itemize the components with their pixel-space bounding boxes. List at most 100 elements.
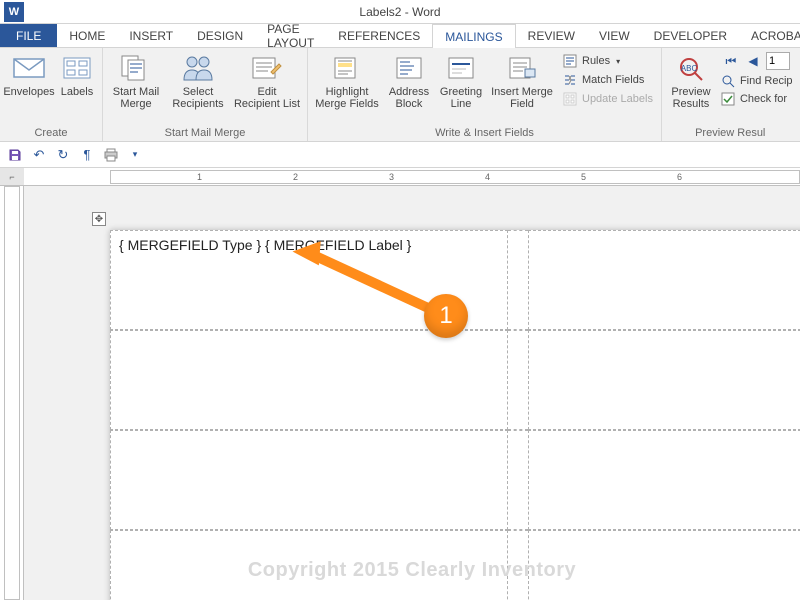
ruler-tick: 4 xyxy=(485,172,490,182)
label-cell[interactable] xyxy=(528,430,800,530)
update-labels-button[interactable]: Update Labels xyxy=(560,90,655,108)
preview-label: Preview Results xyxy=(671,86,710,110)
ribbon-group-start: Start Mail Merge Select Recipients Edit … xyxy=(103,48,308,141)
highlight-merge-fields-button[interactable]: Highlight Merge Fields xyxy=(312,50,382,112)
label-gap xyxy=(508,230,528,330)
find-recipient-button[interactable]: Find Recip xyxy=(718,72,795,90)
window-title: Labels2 - Word xyxy=(359,5,440,19)
ribbon-group-write: Highlight Merge Fields Address Block Gre… xyxy=(308,48,662,141)
label-cell[interactable] xyxy=(110,330,508,430)
workspace: ⌐ 1 2 3 4 5 6 ✥ { MERGEFIELD Type } { ME… xyxy=(0,168,800,600)
quick-access-toolbar: ↶ ↻ ¶ ▾ xyxy=(0,142,800,168)
tab-home[interactable]: HOME xyxy=(57,24,117,47)
find-icon xyxy=(720,73,736,89)
label-gap xyxy=(508,430,528,530)
first-record-button[interactable]: ⏮ xyxy=(722,52,740,70)
greeting-icon xyxy=(445,52,477,84)
labels-label: Labels xyxy=(61,86,93,98)
preview-results-button[interactable]: ABC Preview Results xyxy=(666,50,716,112)
tab-view[interactable]: VIEW xyxy=(587,24,642,47)
start-mail-merge-button[interactable]: Start Mail Merge xyxy=(107,50,165,112)
document-area: 1 2 3 4 5 6 ✥ { MERGEFIELD Type } { MERG… xyxy=(24,168,800,600)
preview-icon: ABC xyxy=(675,52,707,84)
insert-field-icon xyxy=(506,52,538,84)
paragraph-marks-button[interactable]: ¶ xyxy=(78,146,96,164)
rules-button[interactable]: Rules▾ xyxy=(560,52,655,70)
label-cell[interactable] xyxy=(110,430,508,530)
rules-icon xyxy=(562,53,578,69)
tab-acrobat[interactable]: ACROBAT xyxy=(739,24,800,47)
label-table: { MERGEFIELD Type } { MERGEFIELD Label } xyxy=(110,230,800,600)
label-cell[interactable] xyxy=(528,230,800,330)
address-block-icon xyxy=(393,52,425,84)
labels-button[interactable]: Labels xyxy=(56,50,98,100)
address-block-button[interactable]: Address Block xyxy=(384,50,434,112)
envelopes-button[interactable]: Envelopes xyxy=(4,50,54,100)
edit-list-icon xyxy=(251,52,283,84)
tab-mailings[interactable]: MAILINGS xyxy=(432,24,515,48)
mergefield-text: { MERGEFIELD Type } { MERGEFIELD Label } xyxy=(119,237,411,253)
svg-text:ABC: ABC xyxy=(681,64,698,73)
recipients-icon xyxy=(182,52,214,84)
insert-merge-field-button[interactable]: Insert Merge Field xyxy=(488,50,556,112)
ruler-tick: 3 xyxy=(389,172,394,182)
tab-insert[interactable]: INSERT xyxy=(117,24,185,47)
edit-recipient-list-button[interactable]: Edit Recipient List xyxy=(231,50,303,112)
greeting-line-button[interactable]: Greeting Line xyxy=(436,50,486,112)
tab-references[interactable]: REFERENCES xyxy=(326,24,432,47)
update-label: Update Labels xyxy=(582,93,653,105)
word-icon: W xyxy=(4,2,24,22)
group-label-create: Create xyxy=(4,125,98,141)
save-button[interactable] xyxy=(6,146,24,164)
tab-page-layout[interactable]: PAGE LAYOUT xyxy=(255,24,326,47)
group-label-start: Start Mail Merge xyxy=(107,125,303,141)
record-nav: ⏮ ◀ xyxy=(718,50,795,72)
title-bar: W Labels2 - Word xyxy=(0,0,800,24)
page[interactable]: ✥ { MERGEFIELD Type } { MERGEFIELD Label… xyxy=(110,230,800,600)
prev-record-button[interactable]: ◀ xyxy=(744,52,762,70)
insert-field-label: Insert Merge Field xyxy=(491,86,553,110)
tab-developer[interactable]: DEVELOPER xyxy=(642,24,739,47)
watermark: Copyright 2015 Clearly Inventory xyxy=(248,559,576,582)
label-gap xyxy=(508,330,528,430)
qat-customize-button[interactable]: ▾ xyxy=(126,146,144,164)
check-errors-button[interactable]: Check for xyxy=(718,90,795,108)
ribbon: Envelopes Labels Create Start Mail Merge xyxy=(0,48,800,142)
label-cell[interactable]: { MERGEFIELD Type } { MERGEFIELD Label } xyxy=(110,230,508,330)
undo-button[interactable]: ↶ xyxy=(30,146,48,164)
select-recipients-button[interactable]: Select Recipients xyxy=(167,50,229,112)
record-number-input[interactable] xyxy=(766,52,790,70)
ruler-corner: ⌐ xyxy=(0,168,24,186)
group-label-write: Write & Insert Fields xyxy=(312,125,657,141)
greeting-label: Greeting Line xyxy=(440,86,482,110)
find-label: Find Recip xyxy=(740,75,793,87)
group-label-preview: Preview Resul xyxy=(666,125,795,141)
label-cell[interactable] xyxy=(528,330,800,430)
ribbon-group-create: Envelopes Labels Create xyxy=(0,48,103,141)
highlight-label: Highlight Merge Fields xyxy=(315,86,379,110)
highlight-icon xyxy=(331,52,363,84)
match-icon xyxy=(562,72,578,88)
tab-design[interactable]: DESIGN xyxy=(185,24,255,47)
redo-button[interactable]: ↻ xyxy=(54,146,72,164)
match-label: Match Fields xyxy=(582,74,644,86)
tab-review[interactable]: REVIEW xyxy=(516,24,587,47)
envelope-icon xyxy=(13,52,45,84)
horizontal-ruler: 1 2 3 4 5 6 xyxy=(24,168,800,186)
edit-recipient-label: Edit Recipient List xyxy=(234,86,300,110)
ribbon-tabs: FILE HOME INSERT DESIGN PAGE LAYOUT REFE… xyxy=(0,24,800,48)
check-icon xyxy=(720,91,736,107)
ruler-tick: 2 xyxy=(293,172,298,182)
quick-print-button[interactable] xyxy=(102,146,120,164)
check-label: Check for xyxy=(740,93,787,105)
vertical-ruler: ⌐ xyxy=(0,168,24,600)
select-recipients-label: Select Recipients xyxy=(172,86,223,110)
ruler-tick: 5 xyxy=(581,172,586,182)
table-move-handle[interactable]: ✥ xyxy=(92,212,106,226)
match-fields-button[interactable]: Match Fields xyxy=(560,71,655,89)
tab-file[interactable]: FILE xyxy=(0,24,57,47)
labels-icon xyxy=(61,52,93,84)
address-block-label: Address Block xyxy=(389,86,429,110)
ribbon-group-preview: ABC Preview Results ⏮ ◀ Find Recip Check… xyxy=(662,48,799,141)
ruler-tick: 1 xyxy=(197,172,202,182)
